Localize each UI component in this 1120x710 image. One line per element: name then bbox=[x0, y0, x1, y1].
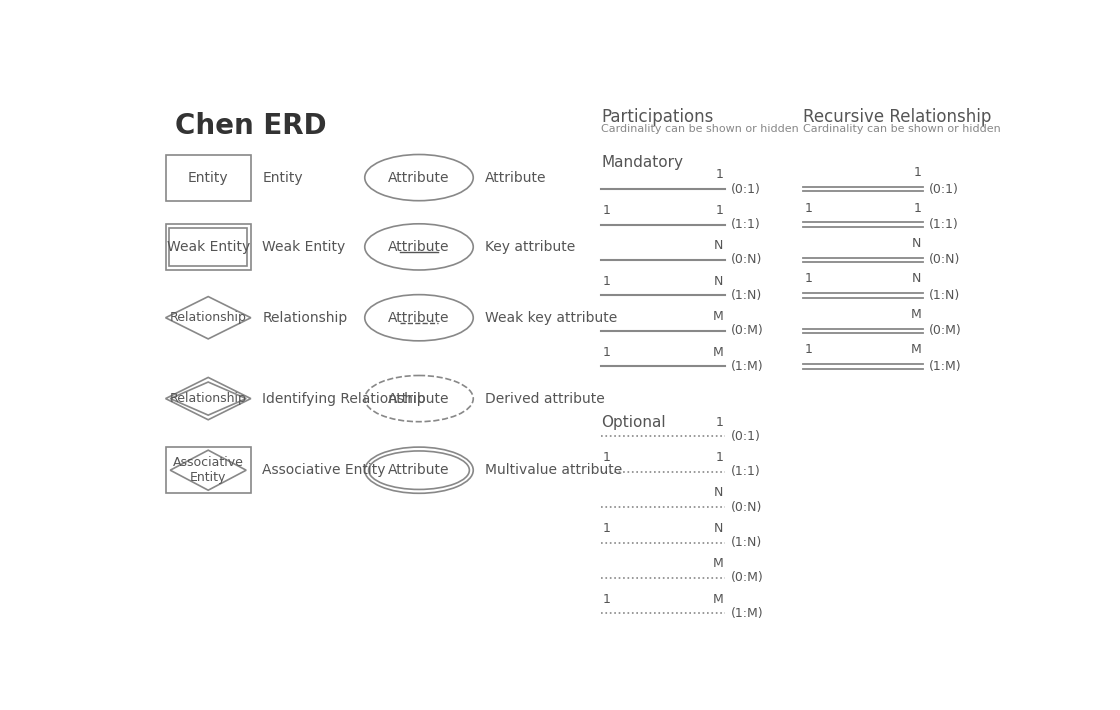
Bar bbox=[166, 447, 251, 493]
Text: 1: 1 bbox=[603, 346, 610, 359]
Text: 1: 1 bbox=[603, 275, 610, 288]
Text: (0:N): (0:N) bbox=[731, 501, 763, 513]
Text: Weak Entity: Weak Entity bbox=[262, 240, 346, 254]
Text: Associative Entity: Associative Entity bbox=[262, 463, 386, 477]
Text: Attribute: Attribute bbox=[485, 170, 547, 185]
Text: 1: 1 bbox=[716, 415, 724, 429]
Text: Attribute: Attribute bbox=[389, 392, 450, 405]
Text: (1:M): (1:M) bbox=[731, 607, 764, 620]
Text: Associative
Entity: Associative Entity bbox=[172, 457, 244, 484]
Text: Relationship: Relationship bbox=[262, 311, 347, 324]
Text: Multivalue attribute: Multivalue attribute bbox=[485, 463, 622, 477]
Text: M: M bbox=[712, 593, 724, 606]
Text: 1: 1 bbox=[804, 273, 812, 285]
Text: M: M bbox=[712, 557, 724, 570]
Text: 1: 1 bbox=[716, 451, 724, 464]
Text: 1: 1 bbox=[804, 343, 812, 356]
Text: (1:1): (1:1) bbox=[731, 218, 762, 231]
Text: Entity: Entity bbox=[262, 170, 304, 185]
Text: (0:1): (0:1) bbox=[731, 182, 762, 196]
Text: Cardinality can be shown or hidden: Cardinality can be shown or hidden bbox=[803, 124, 1000, 133]
Text: (0:M): (0:M) bbox=[928, 324, 962, 337]
Text: 1: 1 bbox=[603, 204, 610, 217]
Text: N: N bbox=[715, 239, 724, 252]
Text: (0:M): (0:M) bbox=[731, 572, 764, 584]
Text: (1:N): (1:N) bbox=[731, 289, 763, 302]
Text: M: M bbox=[712, 310, 724, 323]
Text: Weak key attribute: Weak key attribute bbox=[485, 311, 617, 324]
Text: (0:N): (0:N) bbox=[731, 253, 763, 266]
Text: Cardinality can be shown or hidden: Cardinality can be shown or hidden bbox=[601, 124, 799, 133]
Text: N: N bbox=[912, 237, 921, 250]
Text: M: M bbox=[911, 343, 921, 356]
Text: Attribute: Attribute bbox=[389, 463, 450, 477]
Text: N: N bbox=[912, 273, 921, 285]
Text: N: N bbox=[715, 522, 724, 535]
Text: Attribute: Attribute bbox=[389, 311, 450, 324]
Text: (1:1): (1:1) bbox=[731, 465, 762, 479]
Text: 1: 1 bbox=[804, 202, 812, 214]
Text: Attribute: Attribute bbox=[389, 240, 450, 254]
Text: (0:N): (0:N) bbox=[928, 253, 960, 266]
Text: 1: 1 bbox=[716, 204, 724, 217]
Text: 1: 1 bbox=[603, 593, 610, 606]
Text: N: N bbox=[715, 275, 724, 288]
Text: (1:M): (1:M) bbox=[928, 360, 962, 373]
Text: 1: 1 bbox=[913, 202, 921, 214]
Bar bbox=[169, 228, 246, 266]
Bar bbox=[166, 155, 251, 201]
Text: Chen ERD: Chen ERD bbox=[175, 112, 327, 140]
Text: 1: 1 bbox=[913, 166, 921, 179]
Text: 1: 1 bbox=[603, 451, 610, 464]
Text: 1: 1 bbox=[603, 522, 610, 535]
Text: Identifying Relationship: Identifying Relationship bbox=[262, 392, 426, 405]
Text: Relationship: Relationship bbox=[170, 392, 246, 405]
Text: (1:1): (1:1) bbox=[928, 218, 959, 231]
Text: (1:M): (1:M) bbox=[731, 360, 764, 373]
Text: (1:N): (1:N) bbox=[928, 289, 960, 302]
Text: 1: 1 bbox=[716, 168, 724, 182]
Text: (1:N): (1:N) bbox=[731, 536, 763, 549]
Text: (0:1): (0:1) bbox=[928, 182, 959, 196]
Text: M: M bbox=[911, 308, 921, 321]
Text: N: N bbox=[715, 486, 724, 499]
Text: Optional: Optional bbox=[601, 415, 665, 430]
Text: Recursive Relationship: Recursive Relationship bbox=[803, 109, 991, 126]
Text: M: M bbox=[712, 346, 724, 359]
Text: Relationship: Relationship bbox=[170, 311, 246, 324]
Text: Derived attribute: Derived attribute bbox=[485, 392, 605, 405]
Text: Attribute: Attribute bbox=[389, 170, 450, 185]
Text: Entity: Entity bbox=[188, 170, 228, 185]
Bar bbox=[166, 224, 251, 270]
Text: Participations: Participations bbox=[601, 109, 713, 126]
Text: Mandatory: Mandatory bbox=[601, 155, 683, 170]
Text: (0:M): (0:M) bbox=[731, 324, 764, 337]
Text: Key attribute: Key attribute bbox=[485, 240, 576, 254]
Text: Weak Entity: Weak Entity bbox=[167, 240, 250, 254]
Text: (0:1): (0:1) bbox=[731, 430, 762, 443]
